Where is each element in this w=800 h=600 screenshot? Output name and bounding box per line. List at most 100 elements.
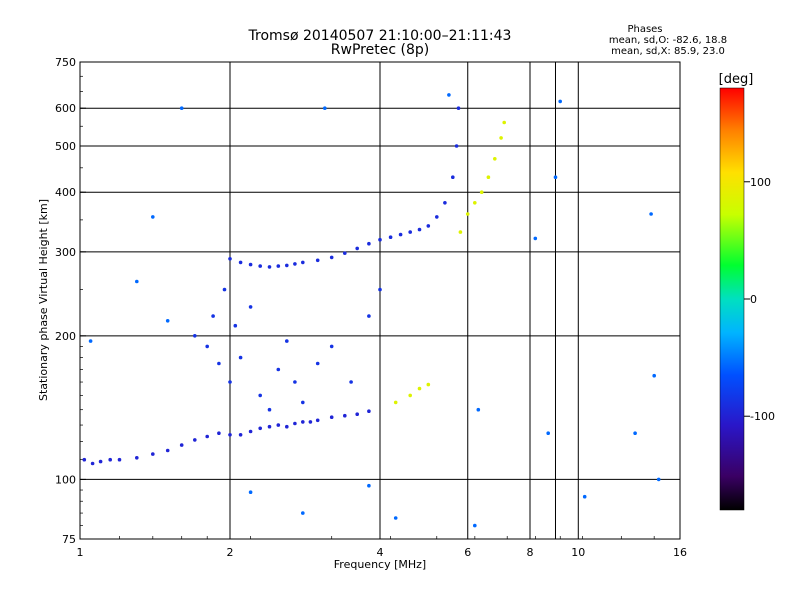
data-point-o_mode_low_trace (151, 452, 155, 456)
data-points (82, 93, 661, 528)
data-point-o_mode_f_trace (293, 262, 297, 266)
data-point-o_mode_low_trace (276, 423, 281, 427)
data-point-o_mode_f_trace (451, 175, 455, 179)
data-point-spread_echoes (248, 305, 253, 309)
data-point-scattered_points (553, 175, 558, 179)
data-point-o_mode_low_trace (315, 418, 320, 423)
y-tick-label: 600 (55, 102, 76, 115)
colorbar (719, 87, 745, 511)
data-point-o_mode_low_trace (343, 413, 347, 418)
data-point-spread_echoes (301, 400, 305, 405)
data-point-x_mode_trace (408, 393, 413, 398)
axis-ticks: 1 2 4 6 8 10 16 75 100 200 300 400 500 600 750 (55, 56, 687, 559)
data-point-scattered_points (533, 236, 538, 241)
colorbar-tick-label: 100 (750, 176, 771, 189)
data-point-scattered_points (151, 215, 155, 219)
phase-stats-o: mean, sd,O: -82.6, 18.8 (609, 35, 727, 46)
data-point-spread_echoes (293, 380, 297, 384)
data-point-o_mode_low_trace (301, 420, 305, 424)
colorbar-tick-label: -100 (750, 410, 775, 423)
data-point-o_mode_f_trace (417, 227, 422, 232)
data-point-o_mode_f_trace (388, 235, 393, 239)
data-point-o_mode_low_trace (135, 456, 139, 460)
data-point-spread_echoes (205, 344, 209, 349)
phase-stats-heading: Phases (627, 24, 662, 35)
y-tick-label: 300 (55, 246, 76, 259)
data-point-spread_echoes (238, 355, 243, 360)
data-point-o_mode_f_trace (315, 258, 320, 263)
data-point-x_mode_trace (502, 120, 507, 125)
data-point-spread_echoes (267, 407, 272, 412)
data-point-x_mode_trace (426, 382, 431, 387)
data-point-x_mode_trace (417, 386, 422, 391)
data-point-o_mode_f_trace (343, 251, 347, 255)
data-point-scattered_points (656, 477, 661, 482)
y-tick-label: 75 (62, 533, 76, 546)
x-axis-label: Frequency [MHz] (334, 558, 426, 571)
data-point-scattered_points (476, 407, 481, 412)
plot-frame (79, 61, 681, 540)
data-point-o_mode_low_trace (238, 433, 243, 437)
data-point-spread_echoes (193, 334, 197, 338)
data-point-o_mode_f_trace (378, 237, 382, 242)
data-point-o_mode_low_trace (267, 424, 272, 429)
data-point-o_mode_f_trace (301, 260, 305, 265)
data-point-scattered_points (652, 373, 656, 378)
x-tick-label: 6 (464, 546, 471, 559)
data-point-o_mode_f_trace (258, 264, 263, 268)
colorbar-label: [deg] (719, 72, 754, 87)
chart-title: Tromsø 20140507 21:10:00–21:11:43 (248, 28, 512, 44)
x-tick-label: 8 (527, 546, 534, 559)
data-point-o_mode_low_trace (179, 443, 184, 447)
data-point-x_mode_trace (499, 136, 503, 140)
data-point-spread_echoes (211, 314, 215, 318)
data-point-o_mode_f_trace (228, 257, 232, 261)
data-point-scattered_points (88, 339, 93, 343)
data-point-scattered_points (323, 106, 327, 110)
data-point-x_mode_trace (493, 157, 497, 161)
data-point-o_mode_f_trace (454, 144, 459, 148)
data-point-scattered_points (633, 431, 637, 436)
data-point-o_mode_low_trace (117, 457, 122, 462)
data-point-spread_echoes (285, 339, 289, 343)
data-point-o_mode_low_trace (165, 448, 170, 453)
data-point-scattered_points (473, 523, 477, 528)
x-tick-label: 16 (673, 546, 687, 559)
data-point-o_mode_low_trace (108, 457, 112, 462)
data-point-o_mode_low_trace (367, 409, 371, 414)
data-point-o_mode_f_trace (276, 264, 281, 268)
data-point-o_mode_f_trace (408, 230, 413, 234)
data-point-spread_echoes (329, 344, 334, 349)
data-point-scattered_points (393, 516, 398, 520)
data-point-o_mode_f_trace (367, 241, 371, 246)
data-point-scattered_points (367, 483, 371, 488)
data-point-scattered_points (546, 431, 550, 436)
data-point-scattered_points (179, 106, 184, 110)
data-point-o_mode_low_trace (293, 421, 297, 426)
data-point-o_mode_f_trace (267, 265, 272, 269)
data-point-scattered_points (447, 93, 451, 97)
x-tick-label: 4 (377, 546, 384, 559)
data-point-o_mode_low_trace (285, 424, 289, 429)
data-point-o_mode_low_trace (217, 431, 221, 436)
data-point-spread_echoes (228, 380, 232, 384)
data-point-spread_echoes (315, 361, 320, 366)
data-point-x_mode_trace (465, 212, 470, 216)
data-point-x_mode_trace (473, 201, 477, 205)
data-point-spread_echoes (258, 393, 263, 398)
data-point-o_mode_low_trace (228, 433, 232, 437)
phase-stats-x: mean, sd,X: 85.9, 23.0 (611, 46, 725, 57)
data-point-scattered_points (165, 319, 170, 323)
y-tick-label: 750 (55, 56, 76, 69)
data-point-o_mode_low_trace (355, 412, 360, 417)
data-point-o_mode_f_trace (355, 246, 360, 251)
data-point-spread_echoes (222, 287, 227, 292)
data-point-scattered_points (248, 490, 253, 495)
data-point-o_mode_f_trace (443, 201, 447, 205)
data-point-o_mode_low_trace (90, 461, 95, 466)
y-tick-label: 400 (55, 186, 76, 199)
data-point-o_mode_low_trace (248, 429, 253, 434)
data-point-o_mode_f_trace (426, 224, 431, 228)
data-point-o_mode_low_trace (308, 420, 313, 424)
